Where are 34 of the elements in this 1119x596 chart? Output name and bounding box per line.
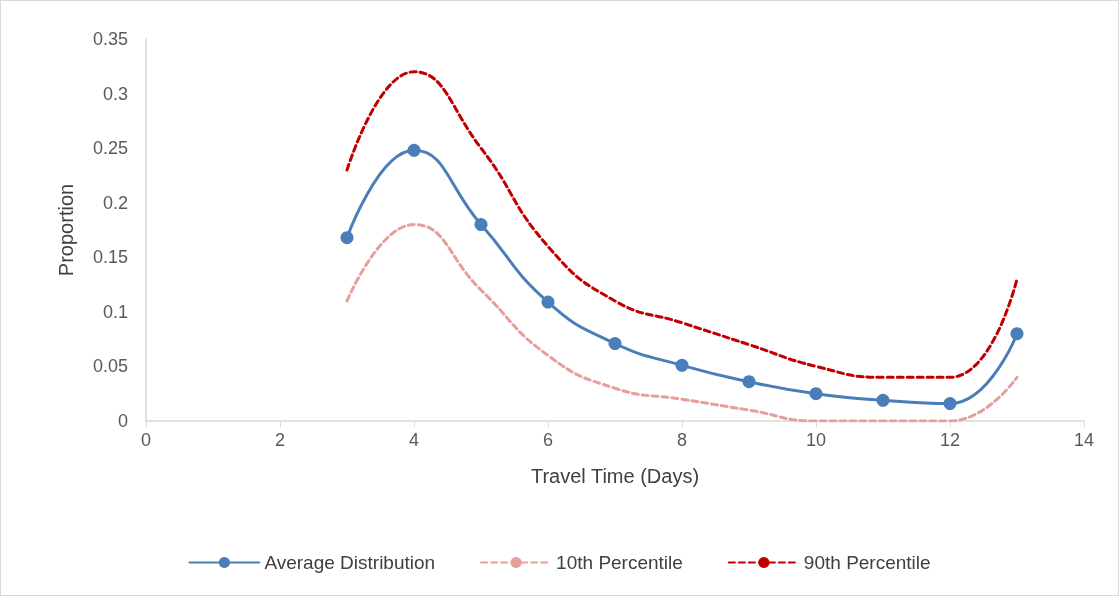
y-tick-label: 0.15 <box>92 247 128 268</box>
point <box>474 218 488 232</box>
y-tick-label: 0.25 <box>92 138 128 159</box>
point <box>809 387 823 401</box>
x-tick-label: 0 <box>140 430 152 450</box>
legend-label: 10th Percentile <box>556 552 683 573</box>
y-tick-label: 0.2 <box>102 192 128 213</box>
y-axis-title: Proportion <box>55 183 77 277</box>
x-tick-label: 6 <box>542 430 554 450</box>
y-tick-label: 0.35 <box>92 29 128 49</box>
line-series <box>345 223 1019 423</box>
legend-label: 90th Percentile <box>803 552 931 573</box>
x-axis-title: Travel Time (Days) <box>530 465 700 487</box>
point <box>1010 327 1024 341</box>
point <box>943 397 957 411</box>
point <box>742 375 756 389</box>
point <box>407 143 421 157</box>
point <box>675 358 689 372</box>
point <box>876 393 890 407</box>
x-tick-label: 14 <box>1073 430 1095 450</box>
legend-label: Average Distribution <box>264 552 436 573</box>
x-tick-label: 12 <box>939 430 961 450</box>
point <box>608 337 622 350</box>
line-series <box>345 70 1019 379</box>
y-tick-label: 0.3 <box>102 83 128 104</box>
x-tick-label: 2 <box>274 430 286 450</box>
y-tick-label: 0.05 <box>92 356 128 377</box>
point <box>340 231 354 245</box>
y-tick-label: 0.1 <box>102 301 128 322</box>
x-tick-label: 10 <box>805 430 827 450</box>
x-tick-label: 4 <box>408 430 420 450</box>
y-tick-label: 0 <box>117 411 128 431</box>
x-tick-label: 8 <box>676 430 688 450</box>
point <box>541 295 555 309</box>
